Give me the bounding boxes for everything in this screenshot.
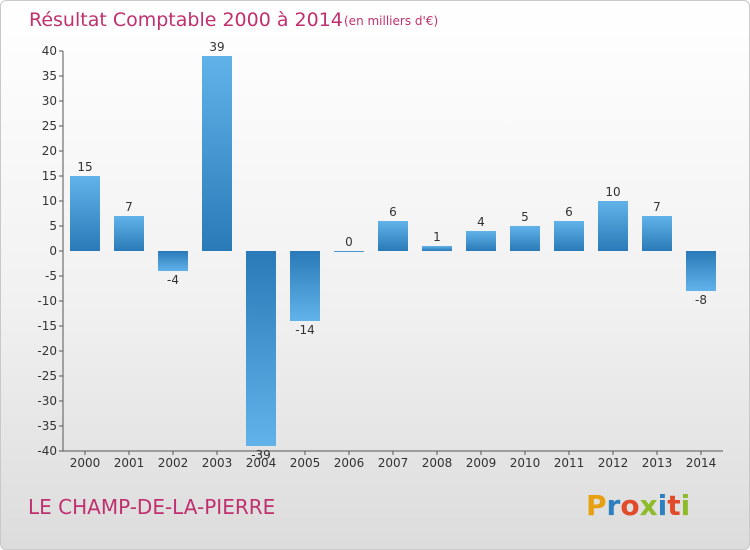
x-tick-label: 2002	[158, 456, 189, 470]
bar-2009	[466, 231, 496, 251]
bar-2004	[246, 251, 276, 446]
bar-2008	[422, 246, 452, 251]
x-tick-label: 2014	[686, 456, 717, 470]
bar-2011	[554, 221, 584, 251]
y-tick-label: 5	[49, 219, 57, 233]
bar-2010	[510, 226, 540, 251]
bars	[70, 56, 716, 446]
y-tick-label: 20	[42, 144, 57, 158]
bar-2013	[642, 216, 672, 251]
bar-2005	[290, 251, 320, 321]
data-label: 15	[77, 160, 92, 174]
data-label: 0	[345, 235, 353, 249]
data-label: 4	[477, 215, 485, 229]
y-tick-label: -20	[37, 344, 57, 358]
y-tick-label: 15	[42, 169, 57, 183]
y-tick-label: -30	[37, 394, 57, 408]
y-tick-label: 10	[42, 194, 57, 208]
y-tick-label: -25	[37, 369, 57, 383]
data-label: 5	[521, 210, 529, 224]
bar-2012	[598, 201, 628, 251]
y-tick-label: 35	[42, 69, 57, 83]
y-tick-label: -10	[37, 294, 57, 308]
x-tick-label: 2005	[290, 456, 321, 470]
bar-2006	[334, 251, 364, 252]
data-label: 6	[565, 205, 573, 219]
data-label: 6	[389, 205, 397, 219]
data-label: -39	[251, 448, 271, 462]
y-tick-label: -40	[37, 444, 57, 458]
x-tick-label: 2001	[114, 456, 145, 470]
chart-title: Résultat Comptable 2000 à 2014	[29, 9, 343, 31]
x-tick-label: 2011	[554, 456, 585, 470]
y-tick-label: -15	[37, 319, 57, 333]
bar-2001	[114, 216, 144, 251]
y-tick-label: 25	[42, 119, 57, 133]
data-label: 10	[605, 185, 620, 199]
data-label: 1	[433, 230, 441, 244]
x-tick-label: 2012	[598, 456, 629, 470]
bar-2007	[378, 221, 408, 251]
data-labels: 15 7 -4 39 -39 -14 0 6 1 4 5 6 10 7 -8	[77, 40, 707, 462]
y-tick-label: 0	[49, 244, 57, 258]
x-tick-label: 2009	[466, 456, 497, 470]
x-tick-label: 2008	[422, 456, 453, 470]
y-tick-label: 30	[42, 94, 57, 108]
x-tick-label: 2006	[334, 456, 365, 470]
bar-2000	[70, 176, 100, 251]
data-label: -8	[695, 293, 707, 307]
place-name: LE CHAMP-DE-LA-PIERRE	[28, 495, 276, 519]
y-tick-label: -35	[37, 419, 57, 433]
bar-2003	[202, 56, 232, 251]
data-label: -4	[167, 273, 179, 287]
data-label: 39	[209, 40, 224, 54]
y-tick-label: -5	[45, 269, 57, 283]
data-label: -14	[295, 323, 315, 337]
bar-2002	[158, 251, 188, 271]
chart-subtitle: (en milliers d'€)	[344, 14, 439, 28]
bar-2014	[686, 251, 716, 291]
data-label: 7	[125, 200, 133, 214]
x-tick-label: 2000	[70, 456, 101, 470]
x-tick-label: 2010	[510, 456, 541, 470]
x-tick-label: 2004	[246, 456, 277, 470]
proxiti-logo: Proxiti	[586, 489, 691, 522]
data-label: 7	[653, 200, 661, 214]
x-tick-label: 2007	[378, 456, 409, 470]
axes: 4035302520151050-5-10-15-20-25-30-35-402…	[37, 44, 723, 470]
y-tick-label: 40	[42, 44, 57, 58]
x-tick-label: 2003	[202, 456, 233, 470]
x-tick-label: 2013	[642, 456, 673, 470]
